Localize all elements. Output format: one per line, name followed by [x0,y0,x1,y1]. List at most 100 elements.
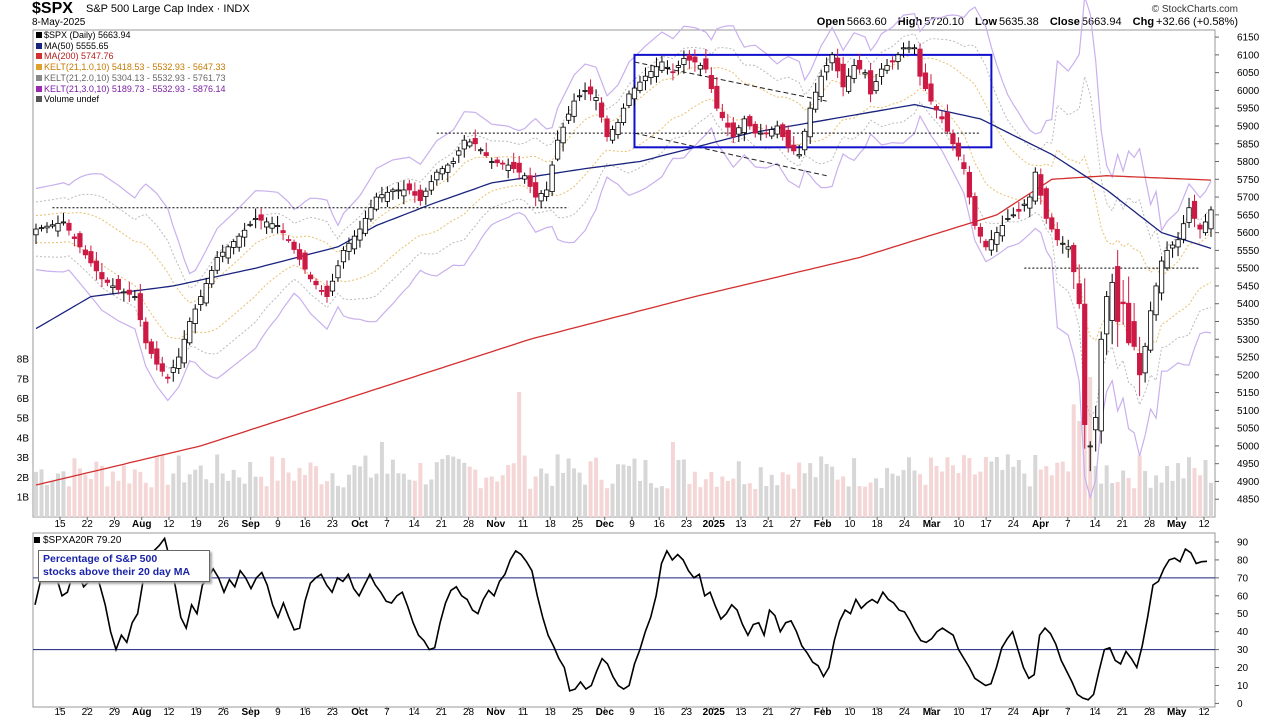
candle-body [49,224,56,227]
volume-bar [83,474,88,517]
volume-axis-label: 1B [17,493,30,504]
volume-bar [99,465,104,517]
candle-body [362,218,369,234]
volume-bar [1143,470,1148,517]
legend-label: KELT(21,1.0,10) 5418.53 - 5532.93 - 5647… [44,62,226,73]
candle-body [368,207,374,220]
indicator-panel: 0 10 20 30 40 50 60 70 80 90 [33,536,1249,710]
volume-bar [1159,482,1164,517]
candle-body [187,321,193,344]
volume-bar [165,484,170,517]
candle-body [33,228,39,236]
x-tick-label: 14 [409,519,421,530]
volume-bar [896,475,901,517]
volume-bar [149,487,154,517]
volume-bar [1066,471,1071,517]
volume-bar [363,455,368,517]
y-tick-label: 6100 [1237,50,1260,61]
candle-body [324,285,330,298]
volume-bar [61,471,66,517]
x-tick-label: Dec [596,519,615,530]
volume-bar [1027,486,1032,517]
volume-bar [1198,475,1203,517]
volume-bar [478,488,483,517]
candle-body [1120,301,1126,305]
candle-body [785,129,791,148]
candle-body [1005,218,1011,220]
candle-body [489,161,495,163]
volume-bar [220,473,225,517]
candle-body [846,75,852,92]
sub-y-tick-label: 0 [1237,699,1243,710]
volume-bar [1203,459,1208,517]
chart-date: 8-May-2025 [32,17,86,28]
volume-bar [1126,477,1131,517]
x-tick-label: 24 [1008,519,1020,530]
candle-body [631,87,638,100]
candle-body [1202,221,1209,234]
candle-body [972,196,978,226]
x-tick-label: Nov [486,519,505,530]
volume-bar [692,471,697,517]
x-tick-label: 13 [735,707,747,718]
x-tick-label: 12 [1198,519,1210,530]
candle-body [598,102,605,118]
x-tick-label: 21 [1117,519,1129,530]
volume-bar [182,482,187,517]
candle-body [104,279,110,283]
candle-body [137,293,143,321]
candle-body [1169,244,1176,249]
volume-bar [385,473,390,517]
candle-body [741,118,747,133]
volume-bar [610,483,615,517]
x-tick-label: May [1167,707,1187,718]
candle-body [714,85,720,109]
ma200-line [35,175,1212,486]
volume-bar [780,472,785,517]
kelt2-upper-line [35,33,1212,289]
candle-body [77,233,83,248]
x-tick-label: 29 [109,707,121,718]
legend-item-price: $SPX (Daily) 5663.94 [36,30,225,41]
legend-item-kelt2: KELT(21,2.0,10) 5304.13 - 5532.93 - 5761… [36,73,225,84]
volume-axis-label: 4B [17,433,30,444]
candle-body [824,65,830,73]
indicator-swatch [34,537,40,543]
volume-bar [116,480,121,517]
x-tick-label: 26 [218,707,230,718]
callout-line-2: stocks above their 20 day MA [43,566,191,578]
candle-body [944,112,951,132]
x-tick-label: 28 [463,519,475,530]
candle-body [659,61,665,71]
volume-bar [736,461,741,517]
volume-bar [495,481,500,517]
x-tick-label: 18 [545,519,557,530]
x-tick-label: Oct [351,519,368,530]
x-tick-label: 9 [275,707,281,718]
candle-body [774,125,780,135]
candle-body [1153,285,1159,316]
volume-bar [204,479,209,517]
sub-y-tick-label: 70 [1237,573,1249,584]
volume-bar [286,472,291,517]
candle-body [220,251,226,257]
candle-body [313,280,319,286]
volume-bar [544,473,549,517]
x-tick-label: Sep [241,519,259,530]
candle-body [428,181,434,191]
candle-body [1082,303,1088,425]
candle-body [571,100,577,117]
legend-item-ma200: MA(200) 5747.76 [36,51,225,62]
kelt1-lower-line [35,87,1212,355]
x-tick-label: 21 [763,519,775,530]
candle-body [1197,224,1203,230]
candle-body [615,122,621,135]
volume-bar [517,392,522,517]
candle-body [269,223,275,229]
x-tick-label: 10 [844,707,856,718]
y-tick-label: 5700 [1237,193,1260,204]
candle-body [895,54,901,62]
y-tick-label: 5800 [1237,157,1260,168]
y-tick-label: 5250 [1237,353,1260,364]
